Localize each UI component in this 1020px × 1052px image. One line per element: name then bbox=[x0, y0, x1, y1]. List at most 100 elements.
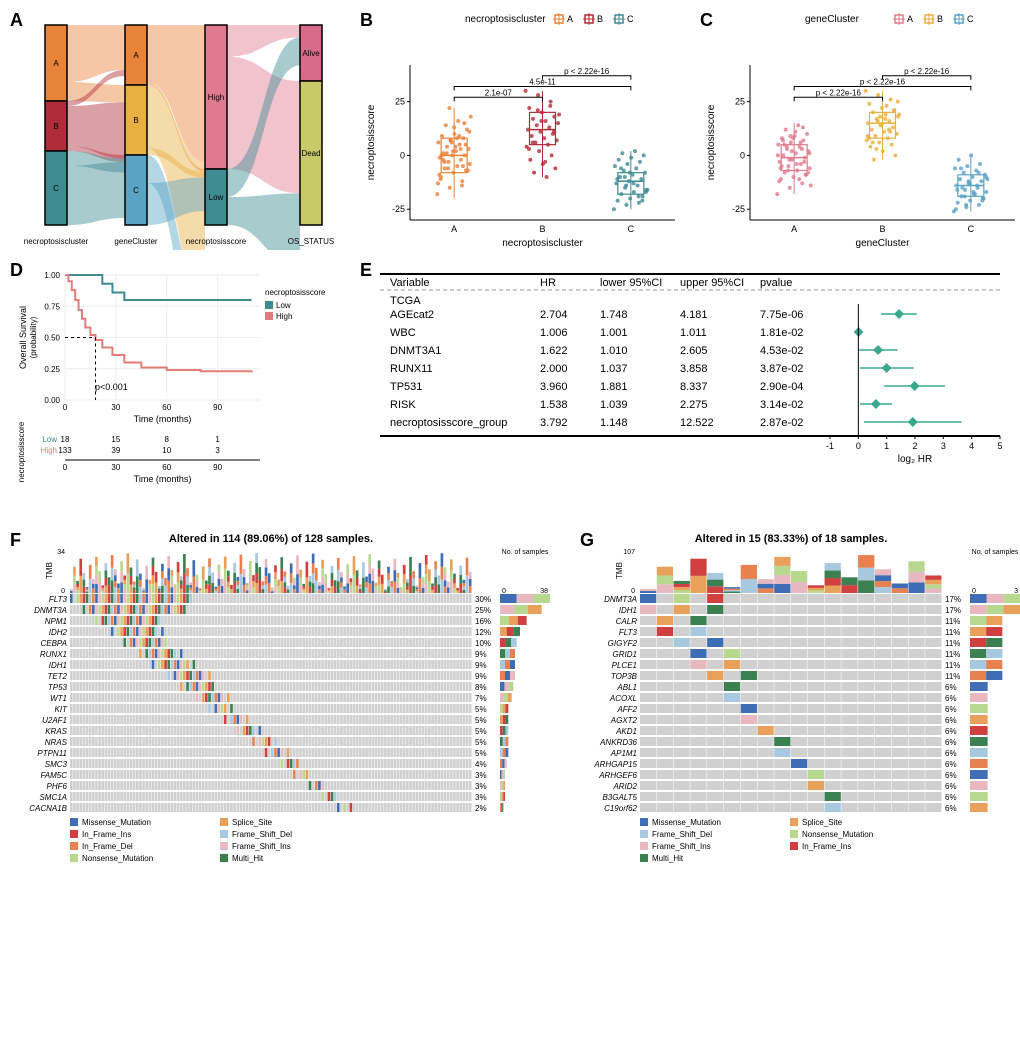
svg-text:Time (months): Time (months) bbox=[134, 414, 192, 424]
svg-text:7.75e-06: 7.75e-06 bbox=[760, 309, 803, 321]
svg-text:60: 60 bbox=[162, 403, 171, 412]
svg-text:p < 2.22e-16: p < 2.22e-16 bbox=[904, 67, 950, 76]
svg-text:Variable: Variable bbox=[390, 277, 430, 289]
svg-text:5%: 5% bbox=[475, 749, 487, 758]
panel-c-label: C bbox=[700, 10, 713, 31]
panel-d-label: D bbox=[10, 260, 23, 281]
svg-text:Dead: Dead bbox=[301, 149, 320, 158]
svg-text:Overall Survival: Overall Survival bbox=[18, 306, 28, 369]
svg-text:10: 10 bbox=[162, 446, 171, 455]
svg-text:C: C bbox=[967, 14, 974, 24]
svg-text:25%: 25% bbox=[475, 606, 491, 615]
svg-text:Low: Low bbox=[42, 435, 57, 444]
svg-text:39: 39 bbox=[111, 446, 120, 455]
svg-text:0: 0 bbox=[502, 588, 506, 595]
svg-text:p < 2.22e-16: p < 2.22e-16 bbox=[816, 88, 862, 97]
svg-text:CEBPA: CEBPA bbox=[40, 639, 67, 648]
svg-text:6%: 6% bbox=[945, 738, 957, 747]
svg-text:AGEcat2: AGEcat2 bbox=[390, 309, 434, 321]
panel-g: G Altered in 15 (83.33%) of 18 samples.T… bbox=[580, 530, 1020, 970]
svg-text:WBC: WBC bbox=[390, 327, 416, 339]
svg-text:6%: 6% bbox=[945, 705, 957, 714]
sankey-diagram: ABCABCHighLowAliveDeadnecroptosiscluster… bbox=[10, 10, 350, 250]
svg-text:DNMT3A: DNMT3A bbox=[34, 606, 67, 615]
svg-text:Splice_Site: Splice_Site bbox=[802, 818, 843, 827]
svg-text:A: A bbox=[133, 51, 139, 60]
svg-text:TET2: TET2 bbox=[47, 672, 67, 681]
svg-text:Nonsense_Mutation: Nonsense_Mutation bbox=[802, 830, 873, 839]
svg-text:Frame_Shift_Ins: Frame_Shift_Ins bbox=[232, 842, 291, 851]
svg-text:TP53: TP53 bbox=[48, 683, 68, 692]
svg-text:PTPN11: PTPN11 bbox=[37, 749, 67, 758]
svg-text:AKD1: AKD1 bbox=[615, 727, 637, 736]
svg-text:C: C bbox=[968, 224, 975, 234]
svg-text:AGXT2: AGXT2 bbox=[610, 716, 638, 725]
svg-text:A: A bbox=[451, 224, 457, 234]
svg-text:RUNX11: RUNX11 bbox=[390, 363, 433, 375]
svg-text:pvalue: pvalue bbox=[760, 277, 792, 289]
svg-text:Missense_Mutation: Missense_Mutation bbox=[82, 818, 151, 827]
svg-text:0: 0 bbox=[740, 150, 745, 160]
svg-text:A: A bbox=[567, 14, 573, 24]
svg-text:133: 133 bbox=[58, 446, 72, 455]
svg-text:3: 3 bbox=[941, 441, 946, 451]
svg-text:B3GALT5: B3GALT5 bbox=[602, 793, 637, 802]
svg-text:6%: 6% bbox=[945, 749, 957, 758]
svg-text:Splice_Site: Splice_Site bbox=[232, 818, 273, 827]
svg-text:6%: 6% bbox=[945, 694, 957, 703]
svg-text:2.000: 2.000 bbox=[540, 363, 568, 375]
svg-text:Frame_Shift_Del: Frame_Shift_Del bbox=[232, 830, 292, 839]
svg-text:16%: 16% bbox=[475, 617, 491, 626]
svg-text:30: 30 bbox=[111, 463, 120, 472]
svg-text:ANKRD36: ANKRD36 bbox=[599, 738, 637, 747]
svg-text:1.011: 1.011 bbox=[680, 327, 707, 339]
svg-text:C: C bbox=[133, 186, 139, 195]
svg-text:Frame_Shift_Ins: Frame_Shift_Ins bbox=[652, 842, 711, 851]
svg-text:PLCE1: PLCE1 bbox=[612, 661, 637, 670]
svg-text:High: High bbox=[41, 446, 57, 455]
svg-text:C19orf62: C19orf62 bbox=[604, 804, 637, 813]
svg-text:1.039: 1.039 bbox=[600, 399, 628, 411]
svg-text:5%: 5% bbox=[475, 738, 487, 747]
svg-text:No. of samples: No. of samples bbox=[502, 549, 549, 556]
svg-text:4%: 4% bbox=[475, 760, 487, 769]
svg-text:U2AF1: U2AF1 bbox=[42, 716, 67, 725]
svg-text:B: B bbox=[133, 116, 138, 125]
svg-text:1.81e-02: 1.81e-02 bbox=[760, 327, 803, 339]
svg-text:CACNA1B: CACNA1B bbox=[29, 804, 67, 813]
svg-text:upper 95%CI: upper 95%CI bbox=[680, 277, 744, 289]
svg-text:B: B bbox=[539, 224, 545, 234]
svg-text:34: 34 bbox=[57, 549, 65, 556]
svg-text:TP531: TP531 bbox=[390, 381, 422, 393]
svg-text:11%: 11% bbox=[945, 661, 960, 670]
svg-text:2.704: 2.704 bbox=[540, 309, 568, 321]
svg-text:SMC3: SMC3 bbox=[45, 760, 68, 769]
svg-text:90: 90 bbox=[213, 463, 222, 472]
svg-text:Low: Low bbox=[209, 193, 224, 202]
svg-text:Altered in 114 (89.06%) of 128: Altered in 114 (89.06%) of 128 samples. bbox=[169, 533, 373, 545]
svg-text:log₂ HR: log₂ HR bbox=[898, 454, 932, 465]
svg-text:High: High bbox=[208, 93, 224, 102]
svg-text:3: 3 bbox=[215, 446, 220, 455]
svg-text:necroptosisscore: necroptosisscore bbox=[366, 104, 377, 180]
svg-text:DNMT3A1: DNMT3A1 bbox=[390, 345, 441, 357]
panel-e: E VariableHRlower 95%CIupper 95%CIpvalue… bbox=[360, 260, 1020, 520]
svg-text:11%: 11% bbox=[945, 628, 960, 637]
svg-text:12%: 12% bbox=[475, 628, 491, 637]
svg-text:6%: 6% bbox=[945, 793, 957, 802]
svg-text:18: 18 bbox=[61, 435, 70, 444]
svg-text:6%: 6% bbox=[945, 804, 957, 813]
svg-text:B: B bbox=[937, 14, 943, 24]
svg-text:CALR: CALR bbox=[616, 617, 638, 626]
km-curve: 0.000.250.500.751.000306090p<0.001necrop… bbox=[10, 260, 350, 520]
svg-text:In_Frame_Ins: In_Frame_Ins bbox=[82, 830, 131, 839]
svg-text:1.538: 1.538 bbox=[540, 399, 568, 411]
svg-text:17%: 17% bbox=[945, 606, 961, 615]
svg-text:6%: 6% bbox=[945, 727, 957, 736]
svg-text:IDH1: IDH1 bbox=[619, 606, 637, 615]
svg-text:ARID2: ARID2 bbox=[612, 782, 637, 791]
svg-text:11%: 11% bbox=[945, 672, 960, 681]
svg-text:0: 0 bbox=[631, 588, 635, 595]
svg-text:FLT3: FLT3 bbox=[619, 628, 638, 637]
svg-text:C: C bbox=[628, 224, 635, 234]
